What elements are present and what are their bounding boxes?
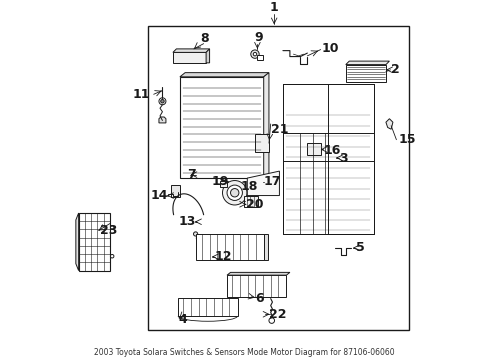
Circle shape [203, 244, 207, 248]
Text: 12: 12 [214, 250, 232, 263]
Circle shape [159, 98, 165, 105]
Text: 5: 5 [356, 242, 364, 255]
Text: 8: 8 [200, 32, 208, 45]
Polygon shape [263, 234, 267, 260]
Text: 20: 20 [246, 198, 263, 211]
Circle shape [199, 239, 203, 244]
Bar [195, 234, 263, 260]
Bar [254, 134, 268, 152]
Circle shape [196, 236, 200, 240]
Text: 11: 11 [132, 88, 150, 101]
Bar [173, 52, 205, 63]
Circle shape [205, 236, 210, 240]
Circle shape [193, 232, 197, 236]
Circle shape [110, 226, 114, 229]
Text: 17: 17 [263, 175, 281, 188]
Text: 23: 23 [100, 224, 117, 237]
Text: 21: 21 [270, 123, 287, 136]
Text: 15: 15 [397, 133, 415, 146]
Circle shape [205, 244, 210, 248]
Circle shape [268, 318, 274, 323]
Bar [244, 195, 257, 207]
Polygon shape [173, 49, 209, 52]
Bar [178, 298, 237, 316]
Bar [256, 55, 263, 60]
Text: 22: 22 [268, 308, 286, 321]
Polygon shape [283, 84, 373, 234]
Polygon shape [345, 61, 388, 64]
Text: 18: 18 [241, 180, 258, 193]
Circle shape [253, 53, 256, 56]
Text: 6: 6 [254, 292, 263, 305]
Polygon shape [205, 49, 209, 63]
Circle shape [161, 99, 164, 103]
Text: 10: 10 [321, 42, 338, 55]
Circle shape [222, 180, 246, 205]
Text: 1: 1 [269, 1, 278, 14]
Text: 7: 7 [186, 168, 195, 181]
Text: 13: 13 [178, 215, 195, 228]
Text: 2: 2 [390, 63, 399, 76]
Circle shape [201, 242, 205, 247]
Bar [220, 180, 226, 187]
Bar [226, 275, 286, 297]
Polygon shape [247, 171, 279, 195]
Text: 16: 16 [323, 144, 340, 157]
Bar [180, 77, 263, 178]
Bar [148, 26, 408, 330]
Text: 2003 Toyota Solara Switches & Sensors Mode Motor Diagram for 87106-06060: 2003 Toyota Solara Switches & Sensors Mo… [94, 348, 394, 357]
Bar [307, 143, 320, 156]
Polygon shape [226, 273, 289, 275]
Bar [79, 213, 110, 271]
Bar [345, 64, 385, 82]
Polygon shape [76, 213, 79, 271]
Text: 14: 14 [150, 189, 167, 202]
Polygon shape [159, 117, 165, 123]
Circle shape [250, 50, 259, 58]
Circle shape [226, 185, 242, 201]
Text: 3: 3 [338, 152, 346, 165]
Polygon shape [180, 73, 268, 77]
Text: 4: 4 [178, 313, 186, 326]
Circle shape [110, 255, 114, 258]
Circle shape [204, 245, 209, 249]
Bar [171, 185, 180, 197]
Circle shape [206, 240, 210, 245]
Circle shape [230, 189, 239, 197]
Polygon shape [385, 119, 392, 129]
Polygon shape [263, 73, 268, 178]
Text: 19: 19 [211, 175, 228, 188]
Text: 9: 9 [254, 31, 262, 44]
